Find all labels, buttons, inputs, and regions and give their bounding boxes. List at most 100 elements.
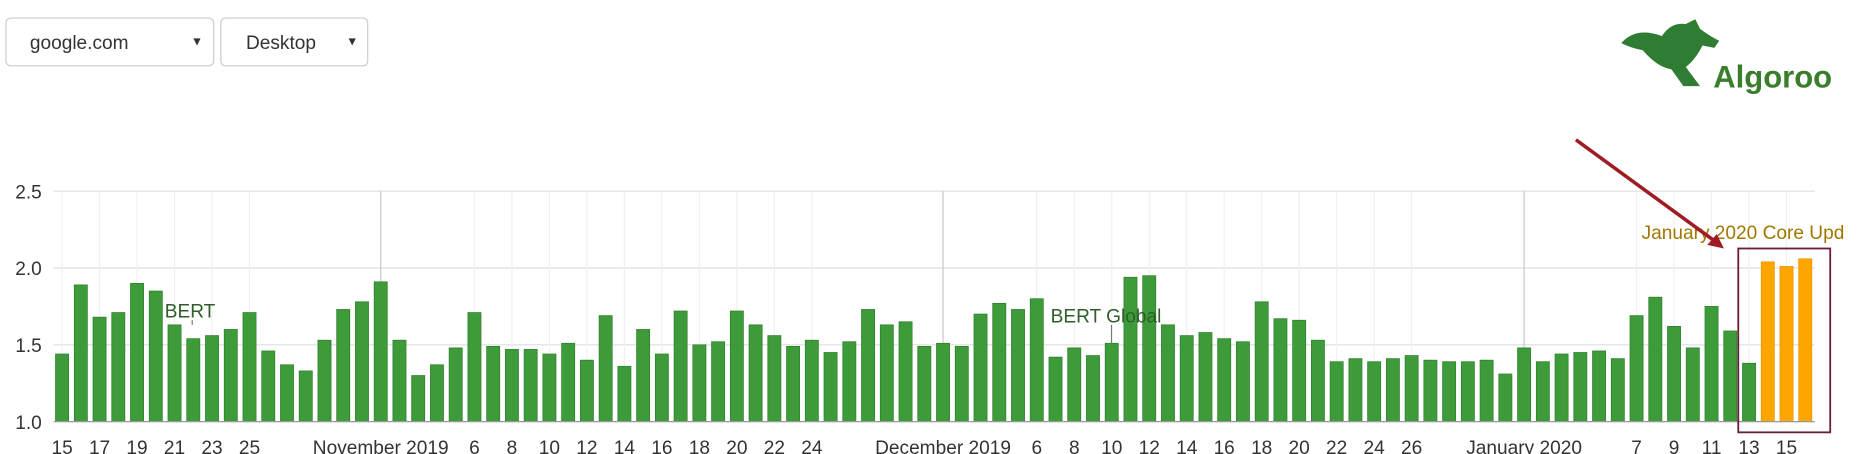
bar xyxy=(1779,266,1794,422)
x-tick-label: 24 xyxy=(1364,438,1386,454)
x-tick-label: 24 xyxy=(801,438,823,454)
y-tick-label: 1.5 xyxy=(15,336,42,357)
bar xyxy=(1254,301,1269,422)
x-tick-label: 12 xyxy=(576,438,597,454)
bar xyxy=(1554,353,1569,422)
arrow xyxy=(1574,138,1718,244)
x-tick-label: 18 xyxy=(1251,438,1272,454)
bar xyxy=(486,345,501,422)
arrow-head xyxy=(1707,234,1724,249)
x-tick-label: 14 xyxy=(614,438,636,454)
bar xyxy=(1723,330,1738,422)
bar xyxy=(1629,315,1644,422)
logo-text: Algoroo xyxy=(1713,59,1832,94)
bar xyxy=(355,301,369,422)
bar xyxy=(617,365,632,422)
x-tick-label: 6 xyxy=(469,438,480,454)
bar xyxy=(1029,298,1044,422)
bar xyxy=(280,364,294,422)
bar xyxy=(1479,359,1494,422)
bar xyxy=(1292,319,1307,422)
x-tick-label: 25 xyxy=(239,438,260,454)
x-tick-label: 21 xyxy=(164,438,185,454)
bar xyxy=(111,312,126,422)
bar xyxy=(242,312,257,422)
x-tick-label: 17 xyxy=(89,438,110,454)
x-tick-label: 16 xyxy=(651,438,672,454)
x-tick-label: 20 xyxy=(726,438,747,454)
x-tick-label: January 2020 xyxy=(1466,438,1582,454)
bar xyxy=(1142,275,1157,422)
bar xyxy=(748,324,763,422)
bar xyxy=(579,359,594,422)
bar xyxy=(1610,358,1625,422)
bar xyxy=(692,344,707,422)
annotation: January 2020 Core Upd xyxy=(1642,223,1845,244)
bar xyxy=(430,364,444,422)
site-select[interactable]: google.com xyxy=(5,17,215,67)
bar xyxy=(448,347,463,422)
bar xyxy=(936,342,950,422)
bar xyxy=(505,349,519,422)
x-tick-label: November 2019 xyxy=(313,438,449,454)
bar xyxy=(1573,352,1588,422)
y-tick-label: 2.0 xyxy=(15,259,42,280)
x-tick-label: 26 xyxy=(1401,438,1422,454)
device-select-text: Desktop xyxy=(246,33,316,54)
bar xyxy=(711,341,726,422)
bar xyxy=(148,290,163,422)
bar xyxy=(467,312,482,422)
bar xyxy=(1236,341,1250,422)
bar xyxy=(654,353,669,422)
bar xyxy=(130,282,144,422)
bar xyxy=(1198,332,1213,422)
x-tick-label: 8 xyxy=(507,438,518,454)
logo[interactable]: Algoroo xyxy=(1621,19,1832,94)
bar xyxy=(1404,355,1419,422)
bar xyxy=(186,338,201,422)
bar xyxy=(373,281,388,422)
bar xyxy=(542,353,557,422)
bar xyxy=(954,345,969,422)
bar xyxy=(1067,347,1082,422)
bar xyxy=(786,345,801,422)
bar xyxy=(1648,296,1663,422)
bar xyxy=(1179,335,1194,422)
bar xyxy=(561,342,576,422)
bar xyxy=(1104,342,1119,422)
bar xyxy=(1685,347,1700,422)
bar xyxy=(1011,309,1025,422)
bar xyxy=(1442,361,1457,422)
x-tick-label: 22 xyxy=(764,438,785,454)
bar xyxy=(73,284,88,422)
bar xyxy=(205,335,219,422)
x-tick-label: 13 xyxy=(1738,438,1759,454)
bar xyxy=(1667,326,1681,422)
chart: 1.0 1.5 2.0 2.5 15 17 19 21 23 25 November 2019 6 8 1… xyxy=(15,182,1844,454)
bar xyxy=(92,316,107,422)
bar xyxy=(598,315,613,422)
bar xyxy=(673,310,688,422)
bar xyxy=(1048,356,1063,422)
bar xyxy=(636,329,651,422)
x-tick-label: 19 xyxy=(126,438,147,454)
x-tick-label: December 2019 xyxy=(875,438,1011,454)
bar xyxy=(1423,359,1438,422)
bar xyxy=(411,375,426,422)
bar xyxy=(1798,258,1813,422)
bar xyxy=(1329,361,1344,422)
bar xyxy=(861,309,875,422)
bar xyxy=(1123,276,1138,422)
x-tick-label: 20 xyxy=(1289,438,1310,454)
bar xyxy=(317,339,332,422)
bar xyxy=(1517,347,1532,422)
y-tick-label: 1.0 xyxy=(15,413,42,434)
x-tick-label: 10 xyxy=(539,438,560,454)
x-tick-label: 7 xyxy=(1631,438,1642,454)
device-select[interactable]: Desktop xyxy=(220,17,369,67)
x-tick-label: 9 xyxy=(1669,438,1680,454)
bar xyxy=(223,329,238,422)
y-tick-label: 2.5 xyxy=(15,182,42,203)
bar xyxy=(992,302,1007,422)
bar xyxy=(767,335,782,422)
